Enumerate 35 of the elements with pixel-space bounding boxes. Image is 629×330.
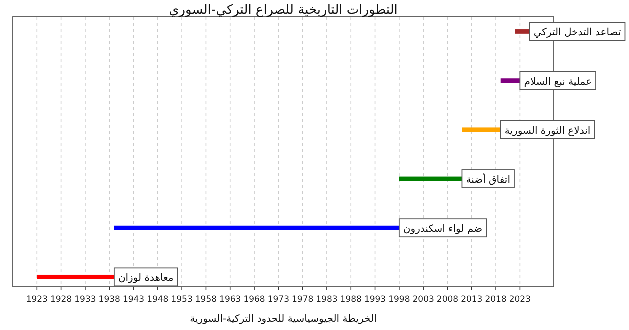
x-tick-label: 1998 [388,295,410,305]
y-tick-label: تصاعد التدخل التركي [534,28,622,39]
x-tick-label: 1953 [171,295,193,305]
x-tick-label: 1943 [122,295,145,305]
x-tick-label: 1928 [50,295,72,305]
y-tick-label: اندلاع الثورة السورية [504,126,591,137]
bar [515,30,530,34]
bar [399,176,462,182]
y-tick-label: اتفاق أضنة [466,173,510,186]
x-tick-label: 1948 [147,295,169,305]
x-tick-label: 1973 [268,295,290,305]
bar [500,78,520,84]
x-tick-label: 2023 [509,295,532,305]
x-tick-label: 1983 [316,295,338,305]
x-tick-label: 1938 [98,295,120,305]
x-tick-label: 1958 [195,295,218,305]
y-tick-label: معاهدة لوزان [118,273,174,284]
x-tick-label: 2013 [461,295,483,305]
chart-title: التطورات التاريخية للصراع التركي-السوري [169,3,398,18]
y-tick-label: ضم لواء اسكندرون [403,224,483,236]
x-tick-label: 1968 [244,295,266,305]
x-tick-label: 1933 [74,295,96,305]
x-tick-label: 2008 [436,295,459,305]
bar [462,128,501,132]
x-tick-label: 2018 [485,295,507,305]
x-tick-label: 1963 [220,295,242,305]
x-tick-label: 1923 [26,295,48,305]
x-tick-label: 1988 [340,295,362,305]
x-axis-title: الخريطة الجيوسياسية للحدود التركية-السورية [190,314,377,325]
bar [37,274,114,280]
x-tick-label: 1978 [292,295,314,305]
x-tick-label: 2003 [412,295,434,305]
bar [114,226,400,230]
x-tick-label: 1993 [364,295,386,305]
y-tick-label: عملية نبع السلام [524,76,592,88]
